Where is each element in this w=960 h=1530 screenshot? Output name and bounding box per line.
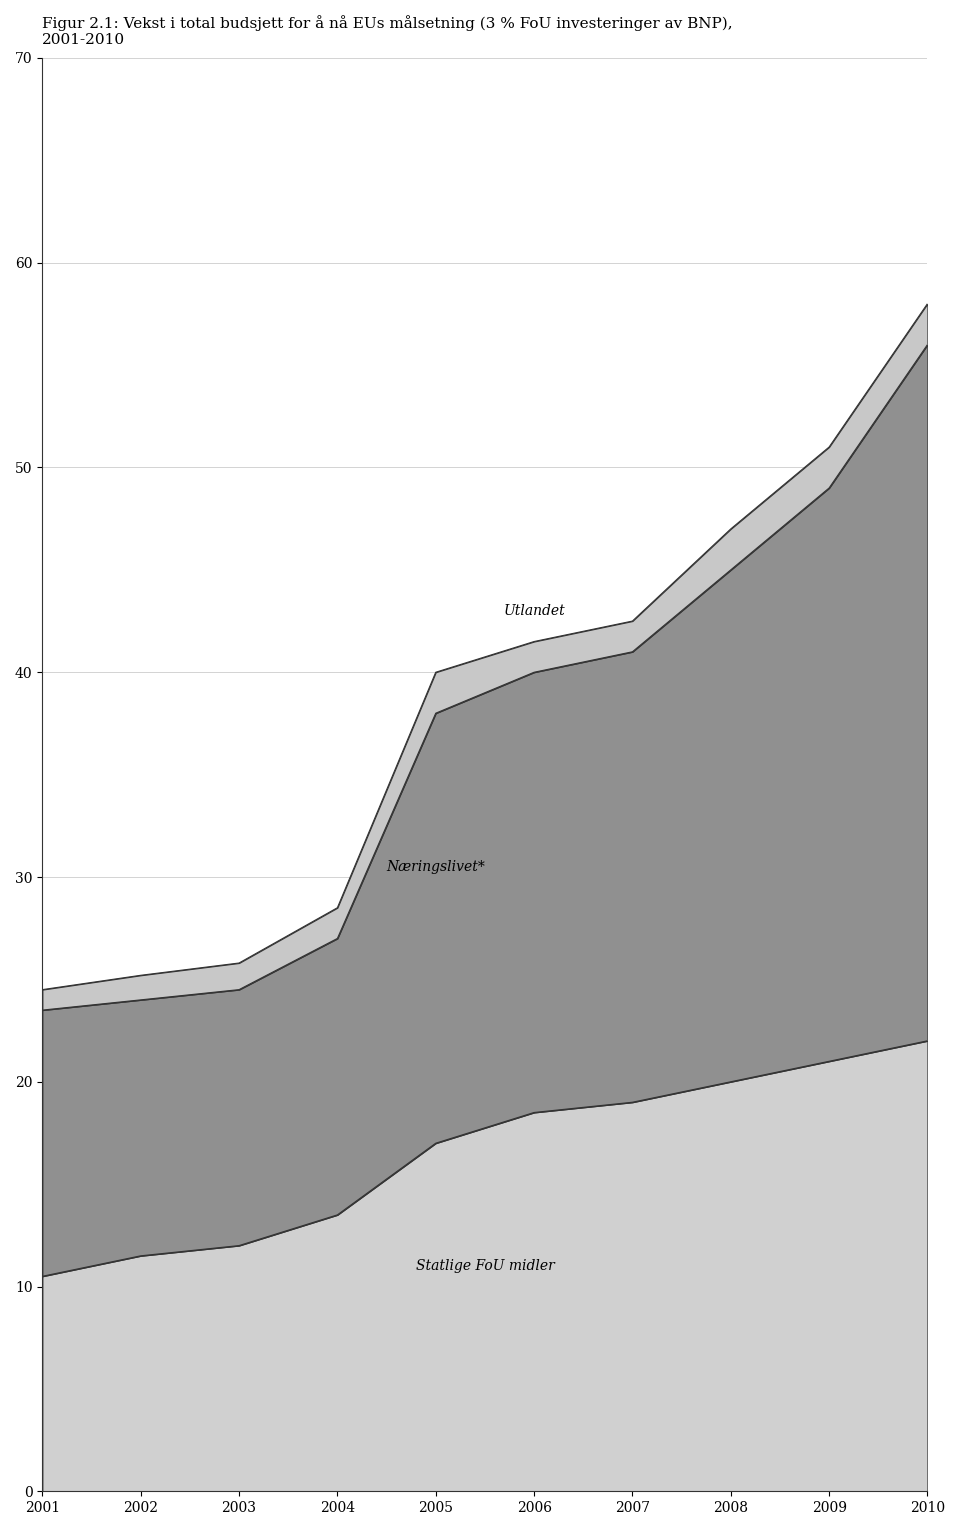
Text: Figur 2.1: Vekst i total budsjett for å nå EUs målsetning (3 % FoU investeringer: Figur 2.1: Vekst i total budsjett for å … <box>42 15 733 47</box>
Text: Utlandet: Utlandet <box>503 604 564 618</box>
Text: Statlige FoU midler: Statlige FoU midler <box>416 1259 554 1273</box>
Text: Næringslivet*: Næringslivet* <box>386 860 485 874</box>
